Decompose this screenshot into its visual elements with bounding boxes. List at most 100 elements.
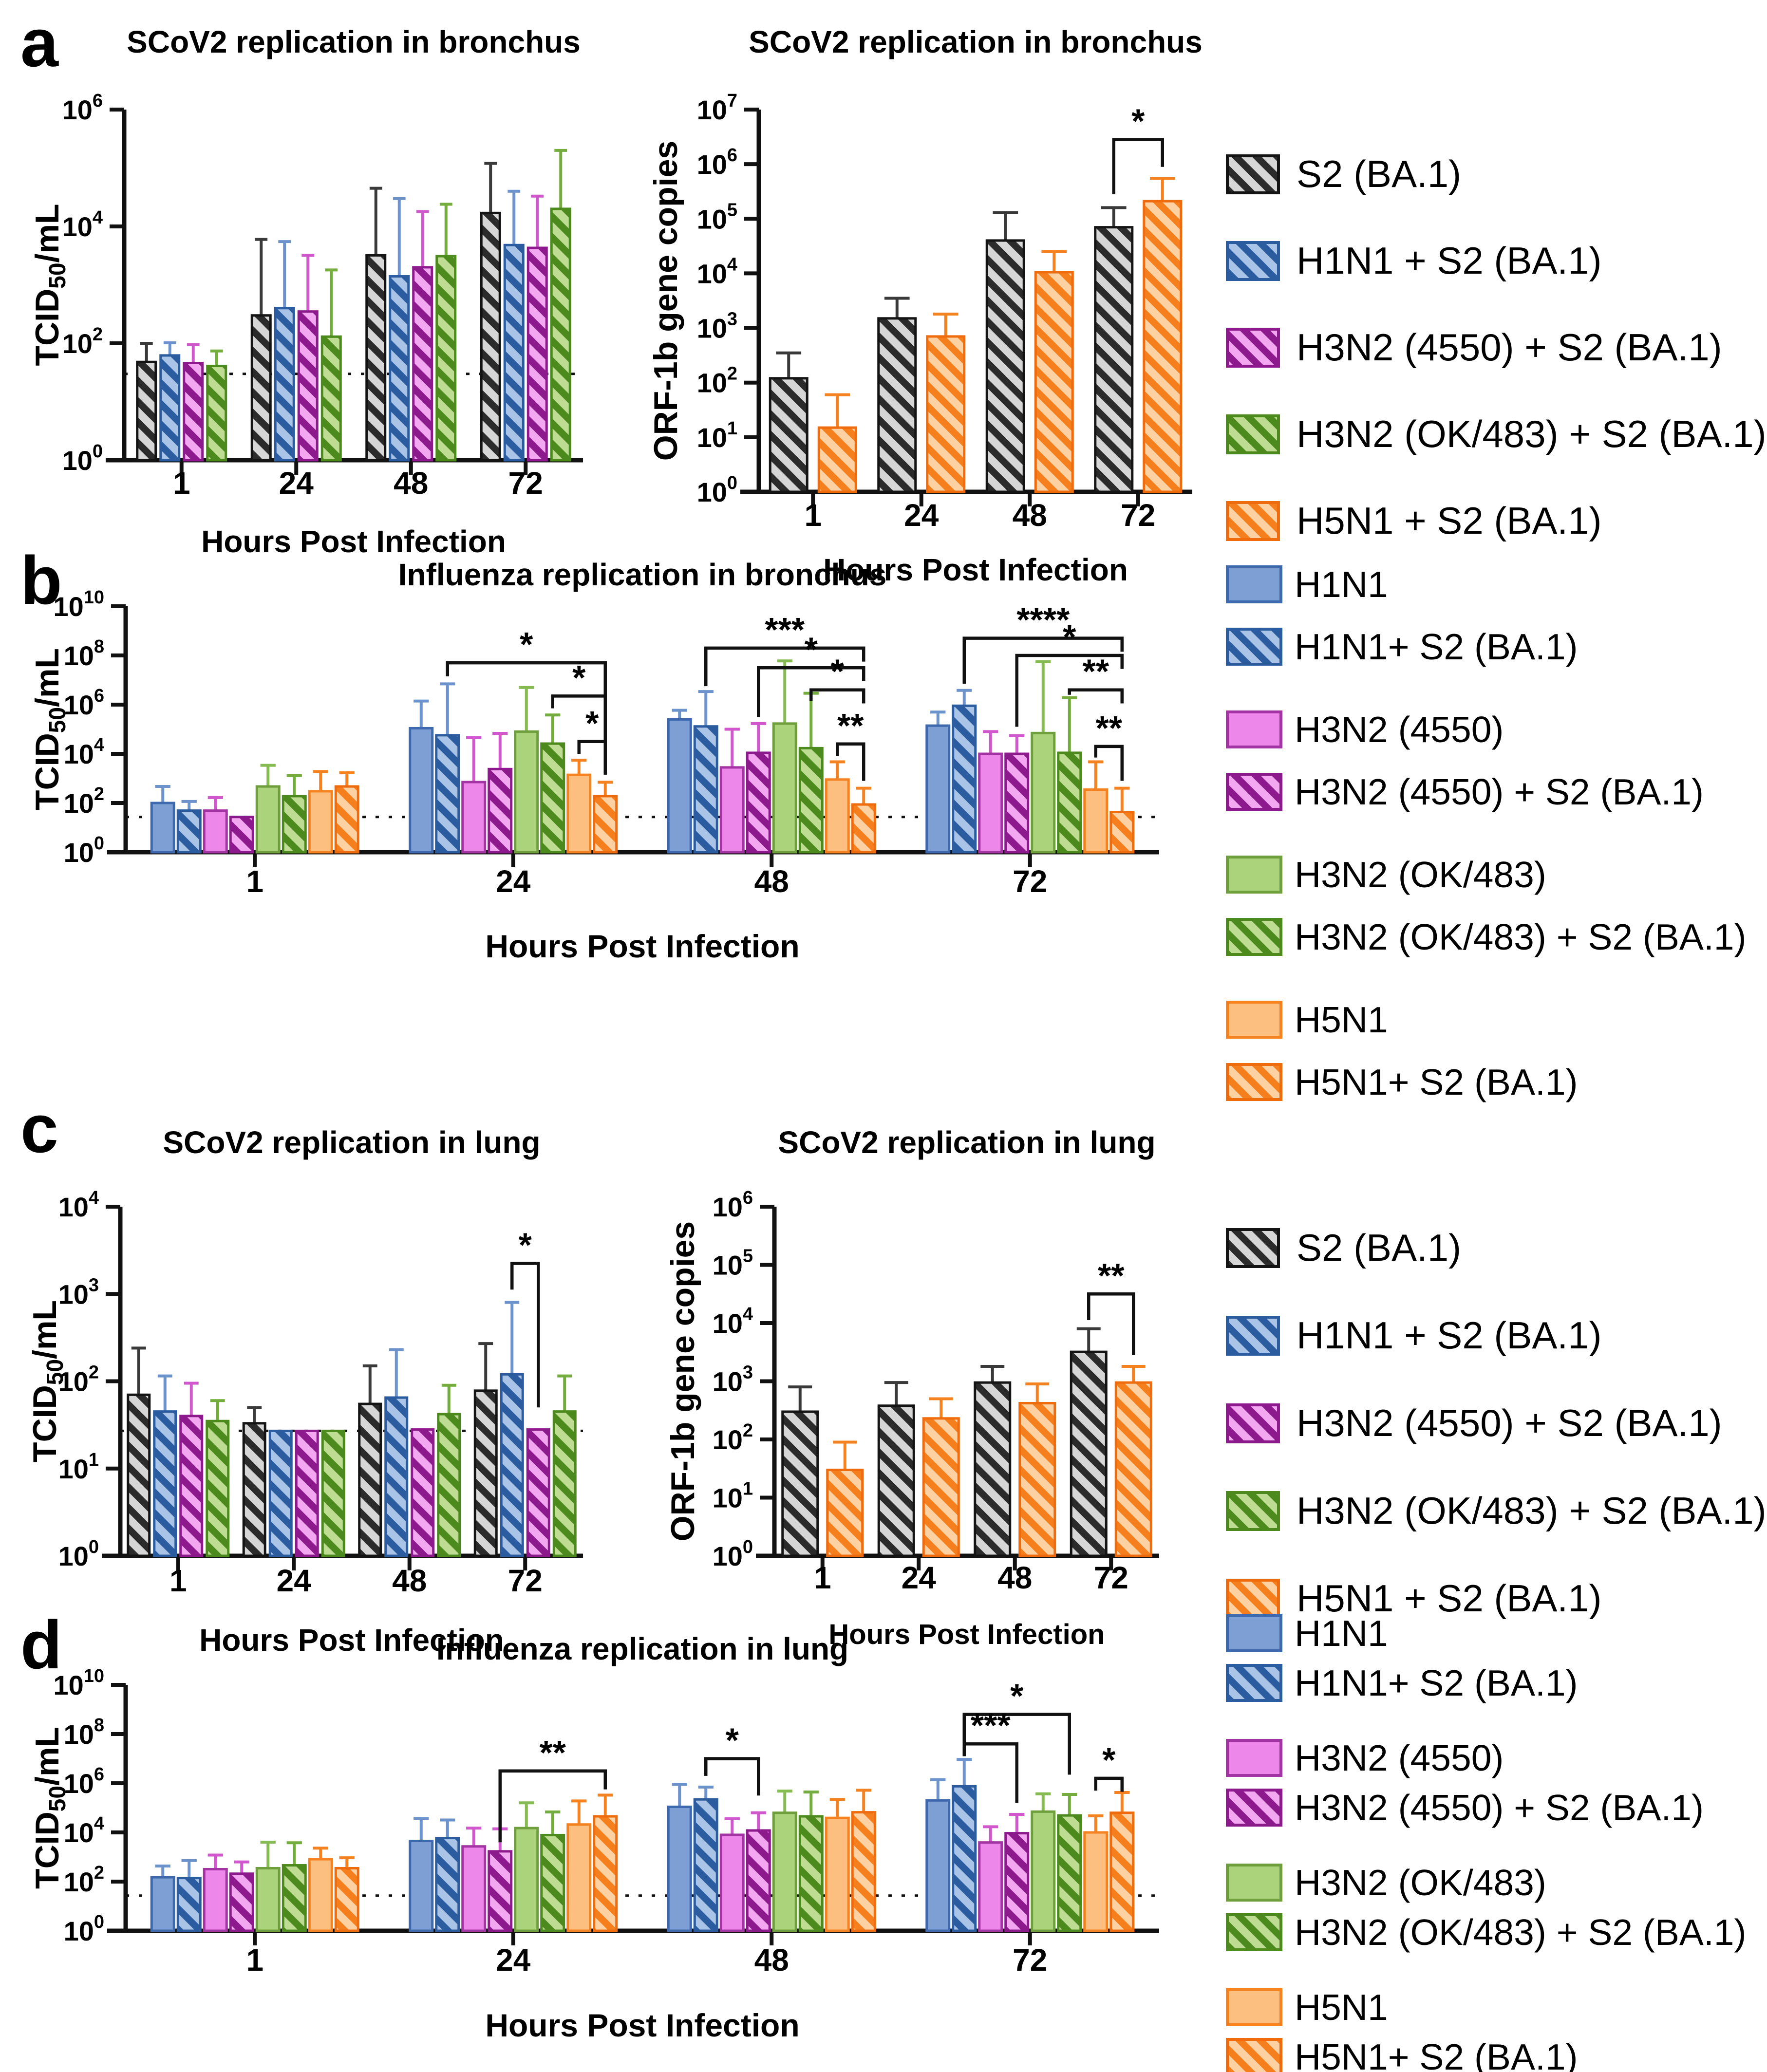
bar-h5n1-t48	[825, 1816, 850, 1932]
legend-item-h3n2_ok483: H3N2 (OK/483)	[1226, 854, 1546, 895]
x-tick-label: 48	[754, 1942, 789, 1978]
bar-h1n1s2-t1	[176, 809, 202, 854]
legend-item-h3n2_ok483_s2: H3N2 (OK/483) + S2 (BA.1)	[1226, 412, 1767, 455]
bar-h3n2_4550_s2-t1	[179, 1415, 204, 1557]
x-axis-label: Hours Post Infection	[828, 1619, 1105, 1650]
legend-item-h5n1s2: H5N1 + S2 (BA.1)	[1226, 499, 1601, 542]
bar-h5n1s2-t72	[1114, 1381, 1152, 1557]
y-tick-label: 106	[64, 1764, 104, 1799]
bar-h3n2_4550-t48	[719, 766, 745, 854]
legend-b: H1N1 H1N1+ S2 (BA.1) H3N2 (4550) H3N2 (4550…	[1226, 564, 1746, 1102]
x-tick-label: 72	[1013, 864, 1047, 899]
chart-title: SCoV2 replication in bronchus	[749, 24, 1203, 59]
bar-s2-t48	[974, 1381, 1012, 1557]
legend-item-h1n1: H1N1	[1226, 564, 1388, 605]
legend-swatch	[1226, 856, 1282, 894]
legend-label: H1N1	[1295, 1613, 1388, 1654]
legend-swatch	[1226, 414, 1280, 454]
sig-label: **	[1098, 1256, 1125, 1294]
bar-h1n1s2-t72	[503, 243, 525, 462]
legend-swatch	[1226, 154, 1280, 194]
legend-item-h3n2_ok483_s2: H3N2 (OK/483) + S2 (BA.1)	[1226, 1489, 1767, 1532]
x-tick-label: 72	[1121, 498, 1155, 533]
bar-h1n1s2-t72	[500, 1373, 524, 1557]
bar-h3n2_4550_s2-t24	[295, 1429, 319, 1557]
legend-item-s2: S2 (BA.1)	[1226, 1226, 1461, 1269]
legend-item-h1n1s2: H1N1 + S2 (BA.1)	[1226, 239, 1601, 282]
sig-label: ***	[971, 1706, 1011, 1744]
x-tick-label: 72	[1013, 1942, 1047, 1978]
legend-item-h5n1s2: H5N1+ S2 (BA.1)	[1226, 1062, 1578, 1102]
bar-h3n2_4550-t1	[203, 809, 228, 854]
bar-h5n1-t72	[1083, 788, 1109, 854]
bar-h1n1s2-t72	[952, 704, 977, 854]
x-axis-label: Hours Post Infection	[823, 552, 1128, 587]
bar-h1n1s2-t1	[153, 1410, 177, 1557]
x-tick-label: 72	[508, 466, 543, 501]
x-tick-label: 48	[394, 466, 428, 501]
legend-item-h5n1: H5N1	[1226, 1987, 1388, 2028]
sig-label: *	[1131, 102, 1145, 140]
legend-item-h3n2_ok483_s2: H3N2 (OK/483) + S2 (BA.1)	[1226, 916, 1746, 957]
sig-label: *	[1010, 1677, 1024, 1715]
legend-swatch	[1226, 565, 1282, 603]
y-tick-label: 106	[62, 91, 103, 125]
legend-label: S2 (BA.1)	[1297, 152, 1461, 195]
bar-s2-t24	[242, 1422, 266, 1557]
panel-a-label: a	[20, 4, 58, 81]
y-tick-label: 102	[697, 364, 737, 398]
sig-bracket	[510, 1262, 540, 1408]
bar-h5n1-t48	[825, 778, 850, 854]
bar-h1n1s2-t24	[274, 307, 295, 462]
legend-item-h5n1s2: H5N1 + S2 (BA.1)	[1226, 1577, 1601, 1620]
y-tick-label: 102	[58, 1363, 99, 1397]
y-axis-label: TCID50/mL	[29, 204, 71, 366]
sig-bracket	[704, 646, 865, 687]
bar-h3n2_ok483_s2-t48	[798, 747, 824, 854]
legend-item-h3n2_4550: H3N2 (4550)	[1226, 709, 1504, 750]
y-tick-label: 1010	[53, 1666, 104, 1700]
y-axis-label: TCID50/mL	[26, 1300, 68, 1462]
sig-bracket	[704, 1757, 760, 1796]
bar-s2-t24	[877, 1404, 915, 1557]
y-tick-label: 102	[62, 324, 103, 359]
bar-h3n2_ok483_s2-t1	[206, 1419, 230, 1557]
bar-h1n1s2-t1	[176, 1877, 202, 1932]
legend-swatch	[1226, 241, 1280, 281]
y-tick-label: 101	[713, 1479, 753, 1513]
legend-label: H5N1	[1295, 1987, 1388, 2028]
sig-bracket	[577, 740, 607, 775]
sig-bracket	[836, 742, 865, 781]
y-tick-label: 103	[58, 1275, 99, 1309]
legend-swatch	[1226, 918, 1282, 956]
bar-h3n2_4550-t1	[203, 1867, 228, 1932]
y-tick-label: 100	[62, 441, 103, 476]
bar-h5n1-t1	[308, 790, 333, 854]
chart-a1: SCoV2 replication in bronchusTCID50/mL10…	[29, 24, 583, 559]
bar-h3n2_4550_s2-t48	[411, 1428, 435, 1557]
bar-h3n2_4550-t48	[719, 1833, 745, 1932]
bar-s2-t1	[781, 1410, 819, 1557]
bar-h1n1s2-t48	[389, 275, 410, 462]
legend-swatch	[1226, 1063, 1282, 1101]
legend-swatch	[1226, 1316, 1280, 1356]
y-tick-label: 100	[64, 1912, 104, 1946]
bar-h5n1s2-t72	[1143, 200, 1183, 493]
legend-item-h3n2_4550_s2: H3N2 (4550) + S2 (BA.1)	[1226, 771, 1704, 812]
y-tick-label: 102	[64, 1863, 104, 1897]
y-axis-label: ORF-1b gene copies	[664, 1221, 701, 1541]
sig-label: *	[1063, 618, 1076, 656]
sig-bracket	[962, 1742, 1018, 1803]
sig-label: **	[540, 1734, 566, 1772]
bar-h1n1s2-t1	[159, 354, 181, 462]
bar-h3n2_ok483-t24	[514, 730, 539, 854]
sig-bracket	[1087, 1292, 1135, 1355]
x-tick-label: 24	[496, 864, 531, 899]
legend-label: H5N1+ S2 (BA.1)	[1295, 1062, 1578, 1102]
bar-h5n1s2-t48	[851, 803, 876, 854]
x-tick-label: 48	[754, 864, 789, 899]
bar-h5n1s2-t1	[817, 426, 857, 493]
bar-s2-t72	[1094, 226, 1134, 493]
chart-c1: SCoV2 replication in lung TCID50/mL 100 101…	[26, 1125, 583, 1658]
